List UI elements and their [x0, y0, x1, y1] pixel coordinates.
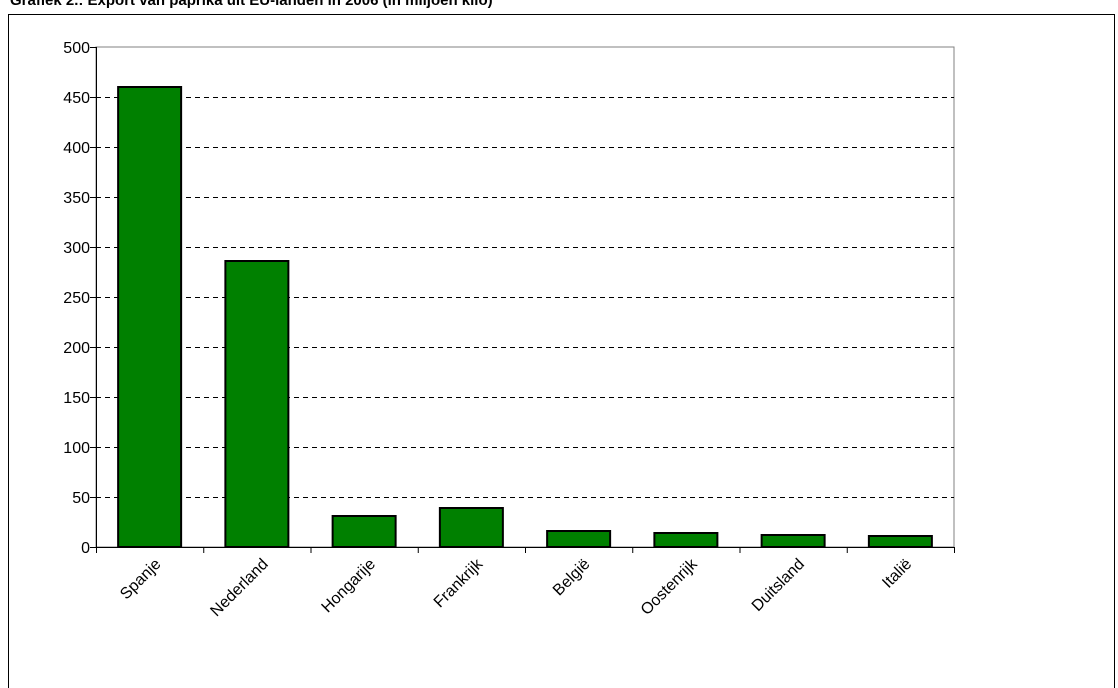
y-tick-label: 300: [63, 240, 90, 257]
bar: [867, 535, 933, 548]
bar: [653, 532, 719, 548]
bar: [224, 260, 290, 548]
x-tick-label: Spanje: [117, 556, 164, 603]
y-tick-label: 200: [63, 340, 90, 357]
y-tick-label: 500: [63, 40, 90, 57]
x-tick-label: België: [550, 556, 594, 600]
y-tick-label: 450: [63, 90, 90, 107]
x-tick-label: Nederland: [207, 556, 271, 620]
x-tick-label: Oostenrijk: [638, 555, 702, 619]
bar: [117, 86, 183, 548]
x-tick-label: Frankrijk: [431, 555, 487, 611]
y-tick-label: 250: [63, 290, 90, 307]
y-tick-label: 400: [63, 140, 90, 157]
y-tick-label: 0: [81, 540, 90, 557]
x-tick-label: Italië: [879, 556, 915, 592]
bar: [546, 530, 612, 548]
y-tick-label: 150: [63, 390, 90, 407]
x-tick-label: Hongarije: [319, 556, 380, 617]
chart-title: Grafiek 2.: Export van paprika uit EU-la…: [10, 0, 493, 9]
bar: [438, 507, 504, 548]
chart-frame: [8, 14, 1115, 688]
y-tick-label: 100: [63, 440, 90, 457]
bar: [760, 534, 826, 548]
bar: [331, 515, 397, 548]
y-tick-label: 50: [72, 490, 90, 507]
x-tick-label: Duitsland: [749, 556, 808, 615]
y-tick-label: 350: [63, 190, 90, 207]
